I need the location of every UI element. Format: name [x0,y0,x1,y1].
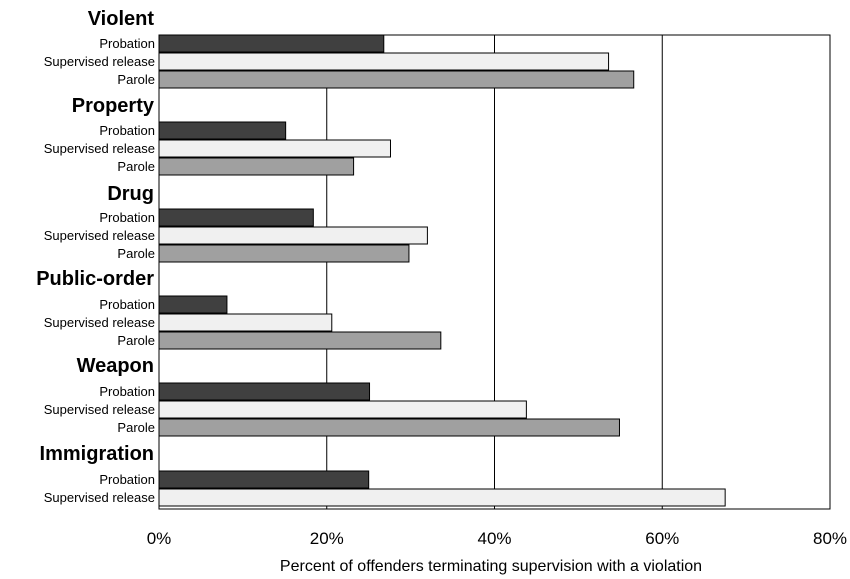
bar [158,488,726,507]
bars-layer [158,34,726,507]
bar-label: Supervised release [44,490,155,505]
grid-lines [326,35,663,509]
bar-label: Parole [117,72,155,87]
bar-label: Supervised release [44,402,155,417]
bar-label: Probation [99,472,155,487]
bar [158,208,314,227]
x-axis-label: Percent of offenders terminating supervi… [280,558,702,575]
bar-label: Probation [99,384,155,399]
bar [158,139,391,158]
labels-layer: Violent Probation Supervised release Parole… [36,8,155,505]
bar [158,157,355,176]
bar [158,226,428,245]
bar [158,400,527,419]
category-label: Public-order [36,268,154,290]
x-tick-label: 80% [813,529,847,548]
bar-label: Probation [99,210,155,225]
bar [158,295,228,314]
bar-label: Parole [117,246,155,261]
bar [158,313,333,332]
category-label: Violent [88,8,155,30]
bar [158,70,635,89]
bar [158,331,442,350]
bar-label: Probation [99,123,155,138]
bar-label: Probation [99,36,155,51]
bar [158,244,410,263]
x-tick-label: 20% [310,529,344,548]
bar-label: Parole [117,159,155,174]
x-tick-label: 60% [645,529,679,548]
category-label: Immigration [40,443,154,465]
bar-label: Probation [99,297,155,312]
x-axis-ticks: 0% 20% 40% 60% 80% [147,529,847,548]
category-label: Weapon [77,355,154,377]
plot-frame [158,34,831,510]
bar-label: Parole [117,333,155,348]
bar [158,470,370,489]
bar [158,121,287,140]
bar-label: Supervised release [44,141,155,156]
bar-label: Supervised release [44,54,155,69]
x-tick-label: 0% [147,529,172,548]
bar-label: Supervised release [44,228,155,243]
bar [158,382,371,401]
bar [158,52,610,71]
bar-label: Parole [117,420,155,435]
category-label: Drug [107,183,154,205]
bar [158,418,620,437]
bar-label: Supervised release [44,315,155,330]
x-tick-label: 40% [477,529,511,548]
category-label: Property [72,95,155,117]
bar [158,34,385,53]
